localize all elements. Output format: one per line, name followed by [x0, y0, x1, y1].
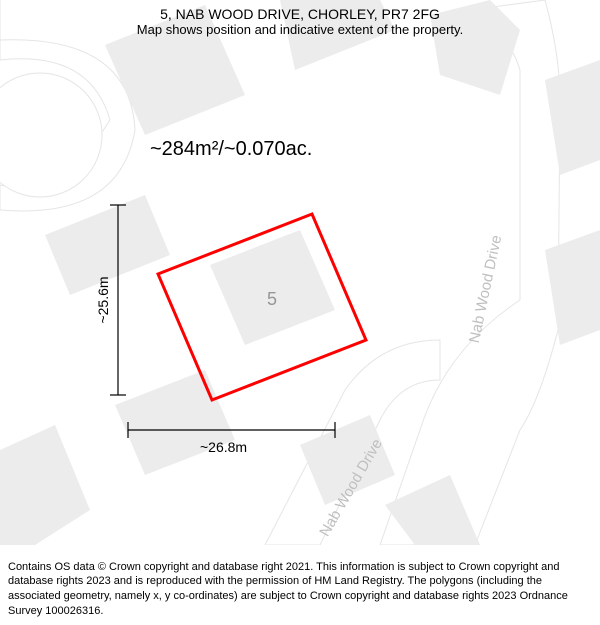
area-label: ~284m²/~0.070ac.: [150, 138, 312, 160]
property-address: 5, NAB WOOD DRIVE, CHORLEY, PR7 2FG: [10, 6, 590, 22]
map-header: 5, NAB WOOD DRIVE, CHORLEY, PR7 2FG Map …: [0, 0, 600, 41]
plot-number: 5: [267, 289, 277, 309]
map-subtitle: Map shows position and indicative extent…: [10, 22, 590, 37]
copyright-footer: Contains OS data © Crown copyright and d…: [0, 554, 600, 625]
map-canvas: 5~284m²/~0.070ac.~25.6m~26.8mNab Wood Dr…: [0, 0, 600, 545]
dimension-width: ~26.8m: [200, 439, 247, 455]
dimension-height: ~25.6m: [95, 276, 111, 323]
